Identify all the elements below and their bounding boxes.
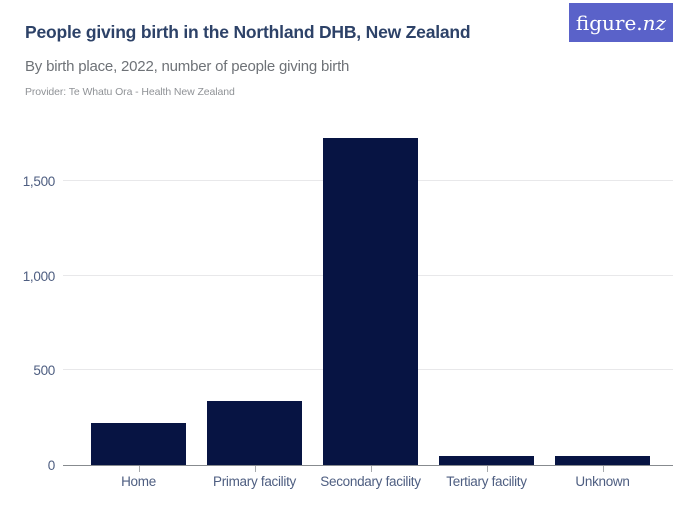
- x-category-label: Unknown: [575, 474, 630, 489]
- x-category-label: Tertiary facility: [446, 474, 527, 489]
- plot-area: [63, 119, 673, 466]
- x-axis-tick: [486, 466, 488, 472]
- page-title: People giving birth in the Northland DHB…: [25, 22, 471, 42]
- bar-tertiary-facility[interactable]: [439, 456, 534, 465]
- provider-note: Provider: Te Whatu Ora - Health New Zeal…: [25, 86, 235, 98]
- x-axis-tick: [138, 466, 140, 472]
- logo-text-suffix: nz: [642, 10, 667, 35]
- x-category-label: Home: [121, 474, 156, 489]
- logo-text-prefix: figure.: [575, 10, 643, 35]
- y-axis-labels: 0 500 1,000 1,500: [0, 119, 56, 473]
- y-tick-label: 1,000: [22, 268, 56, 284]
- y-tick-label: 1,500: [22, 174, 56, 190]
- x-axis-tick: [254, 466, 256, 472]
- page-subtitle: By birth place, 2022, number of people g…: [25, 58, 350, 75]
- figurenz-logo[interactable]: figure. nz: [569, 3, 673, 42]
- x-axis-tick: [370, 466, 372, 472]
- x-category-label: Primary facility: [213, 474, 296, 489]
- y-tick-label: 0: [47, 458, 56, 473]
- bar-secondary-facility[interactable]: [323, 138, 418, 465]
- x-axis-tick: [602, 466, 604, 472]
- bar-home[interactable]: [91, 423, 186, 465]
- bar-primary-facility[interactable]: [207, 401, 302, 465]
- x-category-label: Secondary facility: [320, 474, 421, 489]
- y-tick-label: 500: [33, 363, 55, 379]
- bar-unknown[interactable]: [555, 456, 650, 465]
